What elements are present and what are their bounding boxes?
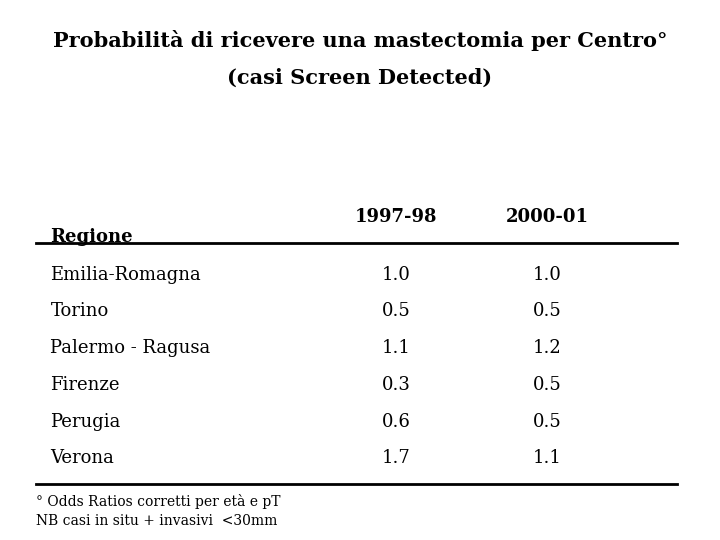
Text: 2000-01: 2000-01: [505, 208, 589, 226]
Text: 1.7: 1.7: [382, 449, 410, 467]
Text: (casi Screen Detected): (casi Screen Detected): [228, 68, 492, 87]
Text: Perugia: Perugia: [50, 413, 121, 430]
Text: 0.5: 0.5: [533, 376, 562, 394]
Text: 0.5: 0.5: [382, 302, 410, 320]
Text: 1.1: 1.1: [533, 449, 562, 467]
Text: 0.6: 0.6: [382, 413, 410, 430]
Text: Palermo - Ragusa: Palermo - Ragusa: [50, 339, 211, 357]
Text: 1.0: 1.0: [533, 266, 562, 284]
Text: 1.1: 1.1: [382, 339, 410, 357]
Text: 1997-98: 1997-98: [355, 208, 437, 226]
Text: Probabilità di ricevere una mastectomia per Centro°: Probabilità di ricevere una mastectomia …: [53, 30, 667, 51]
Text: 0.3: 0.3: [382, 376, 410, 394]
Text: Regione: Regione: [50, 228, 133, 246]
Text: Torino: Torino: [50, 302, 109, 320]
Text: NB casi in situ + invasivi  <30mm: NB casi in situ + invasivi <30mm: [36, 514, 277, 528]
Text: ° Odds Ratios corretti per età e pT: ° Odds Ratios corretti per età e pT: [36, 494, 281, 509]
Text: 0.5: 0.5: [533, 302, 562, 320]
Text: 1.2: 1.2: [533, 339, 562, 357]
Text: Verona: Verona: [50, 449, 114, 467]
Text: 0.5: 0.5: [533, 413, 562, 430]
Text: 1.0: 1.0: [382, 266, 410, 284]
Text: Emilia-Romagna: Emilia-Romagna: [50, 266, 201, 284]
Text: Firenze: Firenze: [50, 376, 120, 394]
